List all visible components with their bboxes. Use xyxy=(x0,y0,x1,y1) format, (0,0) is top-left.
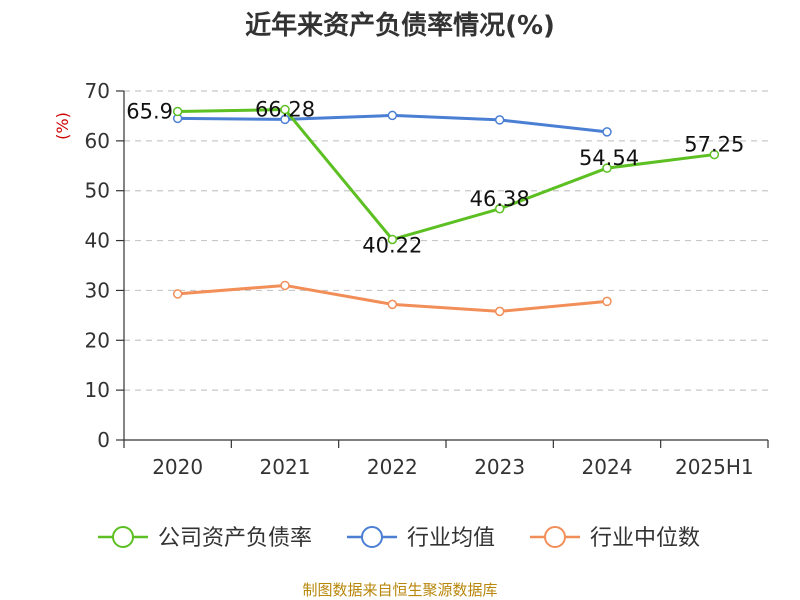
data-point xyxy=(387,110,398,121)
axes: 0 10 20 30 40 50 60 70 2020 2021 2022 2023 2024 2025H… xyxy=(85,79,769,479)
data-label: 54.54 xyxy=(579,146,639,170)
y-tick-label: 60 xyxy=(85,129,110,153)
y-tick-label: 0 xyxy=(97,428,110,452)
chart-title: 近年来资产负债率情况(%) xyxy=(245,10,555,41)
legend-label: 行业均值 xyxy=(407,526,495,551)
series-line-0 xyxy=(177,108,715,241)
data-point xyxy=(280,114,290,125)
data-point xyxy=(387,299,398,310)
legend: 公司资产负债率 行业均值 行业中位数 xyxy=(98,526,700,551)
data-point xyxy=(280,280,290,291)
data-label: 66.28 xyxy=(255,98,315,122)
x-tick-label: 2024 xyxy=(582,455,633,479)
data-label: 65.9 xyxy=(126,99,173,123)
grid xyxy=(124,90,768,391)
y-axis-label: (%) xyxy=(53,112,72,140)
data-point xyxy=(709,149,720,160)
data-labels: 65.9 66.28 40.22 46.38 54.54 57.25 xyxy=(126,98,744,258)
x-tick-label: 2022 xyxy=(367,455,418,479)
data-point xyxy=(387,234,398,245)
legend-marker-1 xyxy=(361,526,383,548)
data-point xyxy=(602,127,612,137)
legend-marker-2 xyxy=(544,526,566,548)
y-tick-label: 30 xyxy=(85,278,110,302)
data-label: 46.38 xyxy=(470,187,530,211)
data-label: 57.25 xyxy=(684,133,744,157)
y-tick-label: 20 xyxy=(85,328,110,352)
series xyxy=(172,104,720,317)
legend-label: 行业中位数 xyxy=(590,526,700,551)
data-point xyxy=(172,289,183,299)
data-point xyxy=(172,106,183,117)
x-tick-label: 2020 xyxy=(152,455,203,479)
source-note: 制图数据来自恒生聚源数据库 xyxy=(302,581,497,599)
x-tick-label: 2021 xyxy=(260,455,311,479)
data-label: 40.22 xyxy=(362,233,422,257)
data-point xyxy=(280,104,290,115)
data-point xyxy=(602,163,612,173)
y-tick-label: 50 xyxy=(85,179,110,203)
data-point xyxy=(602,296,612,307)
y-tick-label: 70 xyxy=(85,79,110,103)
legend-marker-0 xyxy=(112,526,134,548)
data-point xyxy=(494,115,505,125)
x-tick-label: 2023 xyxy=(474,455,525,479)
x-tick-label: 2025H1 xyxy=(675,455,754,479)
data-point xyxy=(494,306,505,317)
data-point xyxy=(494,204,505,214)
y-tick-label: 40 xyxy=(85,229,110,253)
legend-label: 公司资产负债率 xyxy=(158,526,312,551)
y-tick-label: 10 xyxy=(85,378,110,402)
